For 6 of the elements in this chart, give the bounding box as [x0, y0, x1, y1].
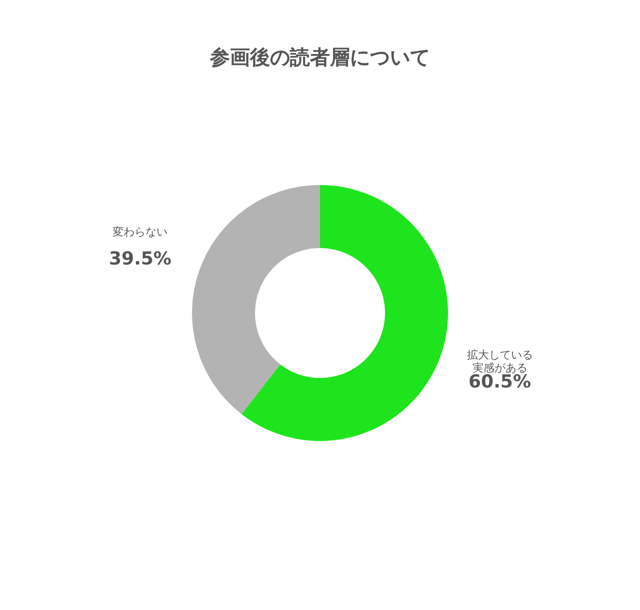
- data-label: 39.5%: [109, 248, 172, 270]
- slice-label: 拡大している実感がある: [466, 348, 533, 375]
- slice-label: 変わらない: [112, 225, 168, 238]
- chart-title: 参画後の読者層について: [209, 45, 430, 69]
- donut-slice: [192, 185, 320, 414]
- donut-slice: [242, 185, 448, 441]
